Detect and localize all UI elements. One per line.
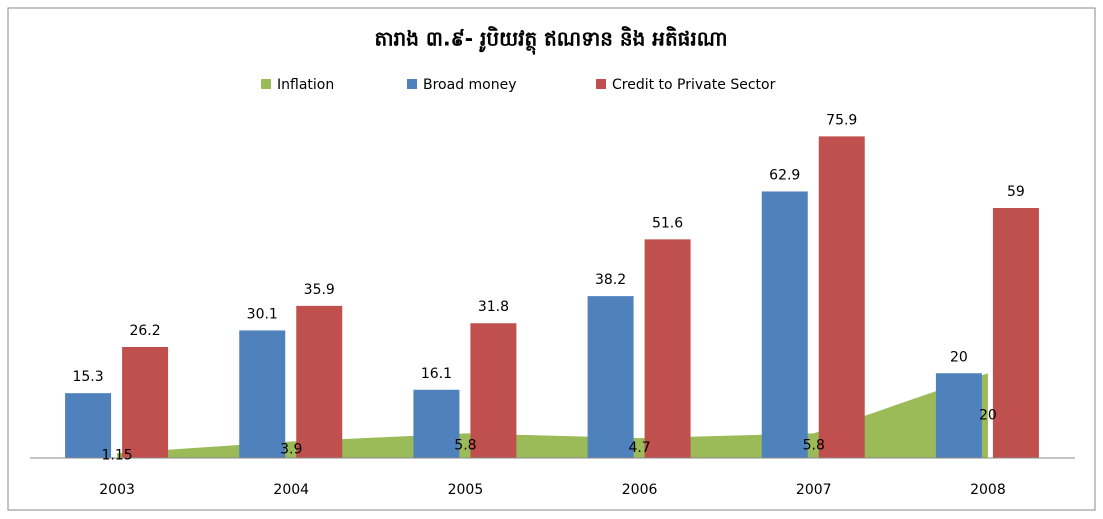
bar xyxy=(992,207,1039,458)
legend-label: Inflation xyxy=(277,77,334,93)
data-label: 20 xyxy=(979,408,997,424)
legend-label: Broad money xyxy=(423,77,517,93)
legend-swatch xyxy=(407,79,417,89)
data-label: 4.7 xyxy=(628,440,650,456)
data-label: 3.9 xyxy=(280,442,302,458)
data-label: 16.1 xyxy=(421,366,452,382)
x-tick-label: 2006 xyxy=(622,482,658,498)
bar xyxy=(296,305,343,458)
bar xyxy=(761,191,808,458)
data-label: 20 xyxy=(950,349,968,365)
bar xyxy=(413,389,460,458)
bar xyxy=(122,346,169,458)
data-label: 31.8 xyxy=(478,299,509,315)
data-label: 75.9 xyxy=(826,112,857,128)
x-tick-label: 2008 xyxy=(970,482,1006,498)
data-label: 1.15 xyxy=(101,448,132,464)
data-label: 15.3 xyxy=(72,369,103,385)
bar xyxy=(470,323,517,458)
bar xyxy=(65,393,112,458)
data-label: 35.9 xyxy=(304,282,335,298)
x-tick-label: 2004 xyxy=(273,482,309,498)
data-label: 59 xyxy=(1007,184,1025,200)
data-label: 30.1 xyxy=(247,306,278,322)
bar xyxy=(587,296,634,458)
data-label: 62.9 xyxy=(769,167,800,183)
data-label: 5.8 xyxy=(454,438,476,454)
x-tick-label: 2007 xyxy=(796,482,832,498)
x-tick-label: 2003 xyxy=(99,482,135,498)
bar xyxy=(818,136,865,458)
x-tick-label: 2005 xyxy=(448,482,484,498)
data-label: 5.8 xyxy=(803,438,825,454)
data-label: 26.2 xyxy=(129,323,160,339)
legend-swatch xyxy=(261,79,271,89)
data-label: 51.6 xyxy=(652,215,683,231)
bar xyxy=(239,330,286,458)
bar xyxy=(644,239,691,458)
bar xyxy=(935,373,982,458)
legend-label: Credit to Private Sector xyxy=(612,77,776,93)
legend-swatch xyxy=(596,79,606,89)
data-label: 38.2 xyxy=(595,272,626,288)
